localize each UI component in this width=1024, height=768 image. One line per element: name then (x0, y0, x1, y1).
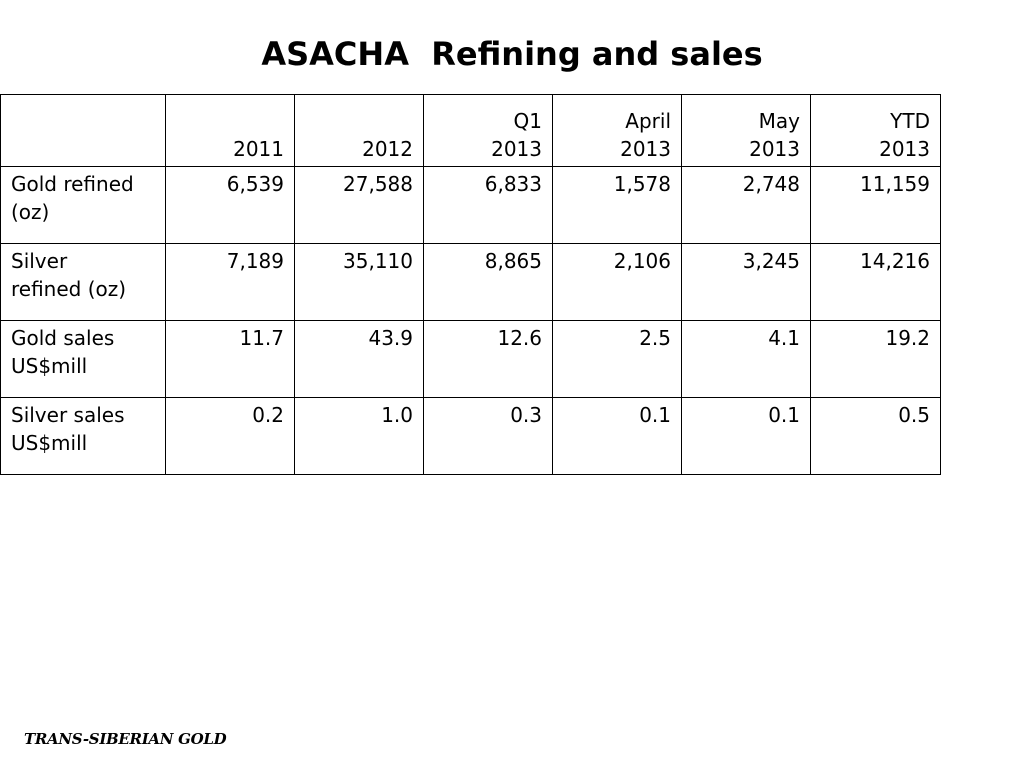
table-cell: 1,578 (552, 166, 682, 244)
column-header-may-2013: May 2013 (681, 94, 811, 167)
column-header-2011: 2011 (165, 94, 295, 167)
row-label: Silver sales US$mill (0, 397, 166, 475)
refining-sales-table: 2011 2012 Q1 2013 April 2013 May 2013 YTD 20… (0, 94, 941, 475)
table-row-silver-sales: Silver sales US$mill 0.2 1.0 0.3 0.1 0.1 … (0, 397, 941, 475)
slide-title: ASACHA Refining and sales (261, 35, 763, 73)
table-cell: 12.6 (423, 320, 553, 398)
table-cell: 3,245 (681, 243, 811, 321)
header-corner-cell (0, 94, 166, 167)
table-cell: 2,106 (552, 243, 682, 321)
table-header-row: 2011 2012 Q1 2013 April 2013 May 2013 YTD 20… (0, 94, 941, 167)
table-row-gold-refined: Gold refined (oz) 6,539 27,588 6,833 1,57… (0, 166, 941, 244)
table-cell: 11,159 (810, 166, 941, 244)
table-cell: 0.5 (810, 397, 941, 475)
table-cell: 0.1 (552, 397, 682, 475)
company-logo-text: TRANS-SIBERIAN GOLD (24, 730, 227, 748)
table-cell: 11.7 (165, 320, 295, 398)
table-cell: 0.2 (165, 397, 295, 475)
table-cell: 43.9 (294, 320, 424, 398)
table-cell: 0.1 (681, 397, 811, 475)
column-header-ytd-2013: YTD 2013 (810, 94, 941, 167)
table-row-gold-sales: Gold sales US$mill 11.7 43.9 12.6 2.5 4.1… (0, 320, 941, 398)
row-label: Gold sales US$mill (0, 320, 166, 398)
row-label: Gold refined (oz) (0, 166, 166, 244)
table-cell: 8,865 (423, 243, 553, 321)
column-header-2012: 2012 (294, 94, 424, 167)
table-cell: 27,588 (294, 166, 424, 244)
table-cell: 1.0 (294, 397, 424, 475)
row-label: Silver refined (oz) (0, 243, 166, 321)
table-cell: 2.5 (552, 320, 682, 398)
table-cell: 6,833 (423, 166, 553, 244)
table-cell: 7,189 (165, 243, 295, 321)
table-cell: 0.3 (423, 397, 553, 475)
table-row-silver-refined: Silver refined (oz) 7,189 35,110 8,865 2,… (0, 243, 941, 321)
table-cell: 2,748 (681, 166, 811, 244)
table-cell: 14,216 (810, 243, 941, 321)
table-cell: 4.1 (681, 320, 811, 398)
column-header-april-2013: April 2013 (552, 94, 682, 167)
table-cell: 6,539 (165, 166, 295, 244)
table-cell: 35,110 (294, 243, 424, 321)
column-header-q1-2013: Q1 2013 (423, 94, 553, 167)
table-cell: 19.2 (810, 320, 941, 398)
